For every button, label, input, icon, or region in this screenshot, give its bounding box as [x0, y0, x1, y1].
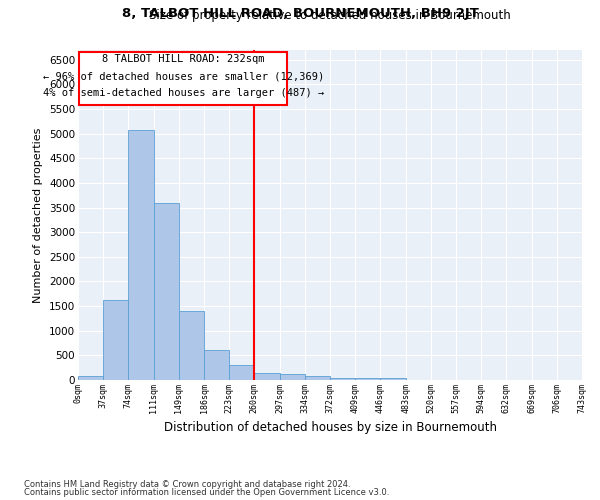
Bar — [78, 376, 103, 380]
Text: 4% of semi-detached houses are larger (487) →: 4% of semi-detached houses are larger (4… — [43, 88, 324, 98]
Y-axis label: Number of detached properties: Number of detached properties — [34, 128, 43, 302]
Bar — [254, 372, 280, 380]
Bar — [79, 52, 287, 105]
Bar — [204, 350, 229, 380]
Text: 8, TALBOT HILL ROAD, BOURNEMOUTH, BH9 2JT: 8, TALBOT HILL ROAD, BOURNEMOUTH, BH9 2J… — [122, 8, 478, 20]
Bar — [103, 300, 128, 380]
Bar — [330, 378, 355, 380]
Bar — [229, 365, 254, 380]
Text: Contains public sector information licensed under the Open Government Licence v3: Contains public sector information licen… — [24, 488, 389, 497]
Bar — [305, 376, 330, 380]
Bar — [380, 378, 406, 380]
Text: ← 96% of detached houses are smaller (12,369): ← 96% of detached houses are smaller (12… — [43, 72, 324, 82]
Bar — [128, 130, 154, 380]
X-axis label: Distribution of detached houses by size in Bournemouth: Distribution of detached houses by size … — [163, 421, 497, 434]
Bar — [280, 374, 305, 380]
Text: Contains HM Land Registry data © Crown copyright and database right 2024.: Contains HM Land Registry data © Crown c… — [24, 480, 350, 489]
Title: Size of property relative to detached houses in Bournemouth: Size of property relative to detached ho… — [149, 10, 511, 22]
Bar — [154, 202, 179, 380]
Bar — [355, 378, 380, 380]
Text: 8 TALBOT HILL ROAD: 232sqm: 8 TALBOT HILL ROAD: 232sqm — [102, 54, 265, 64]
Bar — [179, 311, 204, 380]
